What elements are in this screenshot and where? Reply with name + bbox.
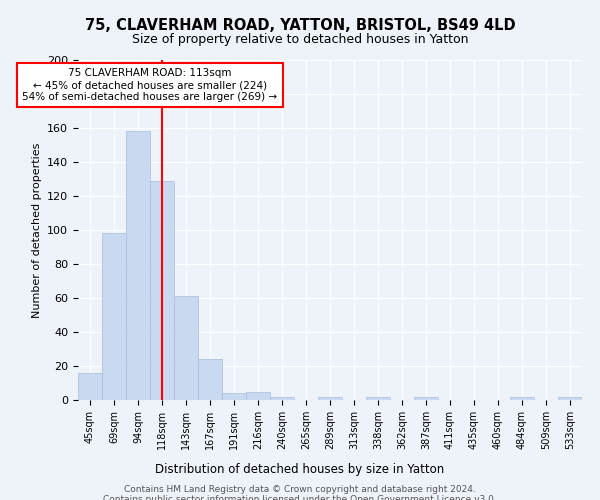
Bar: [558, 396, 582, 400]
Text: Contains HM Land Registry data © Crown copyright and database right 2024.: Contains HM Land Registry data © Crown c…: [124, 485, 476, 494]
Text: 75 CLAVERHAM ROAD: 113sqm
← 45% of detached houses are smaller (224)
54% of semi: 75 CLAVERHAM ROAD: 113sqm ← 45% of detac…: [22, 68, 278, 102]
Bar: [318, 396, 342, 400]
Bar: [414, 396, 438, 400]
Bar: [102, 234, 126, 400]
Text: 75, CLAVERHAM ROAD, YATTON, BRISTOL, BS49 4LD: 75, CLAVERHAM ROAD, YATTON, BRISTOL, BS4…: [85, 18, 515, 32]
Bar: [366, 396, 390, 400]
Y-axis label: Number of detached properties: Number of detached properties: [32, 142, 41, 318]
Bar: [222, 393, 246, 400]
Bar: [126, 132, 150, 400]
Bar: [246, 392, 270, 400]
Bar: [78, 373, 102, 400]
Bar: [510, 396, 534, 400]
Bar: [174, 296, 198, 400]
Bar: [150, 180, 174, 400]
Bar: [198, 359, 222, 400]
Text: Distribution of detached houses by size in Yatton: Distribution of detached houses by size …: [155, 462, 445, 475]
Text: Contains public sector information licensed under the Open Government Licence v3: Contains public sector information licen…: [103, 495, 497, 500]
Bar: [270, 396, 294, 400]
Text: Size of property relative to detached houses in Yatton: Size of property relative to detached ho…: [132, 32, 468, 46]
